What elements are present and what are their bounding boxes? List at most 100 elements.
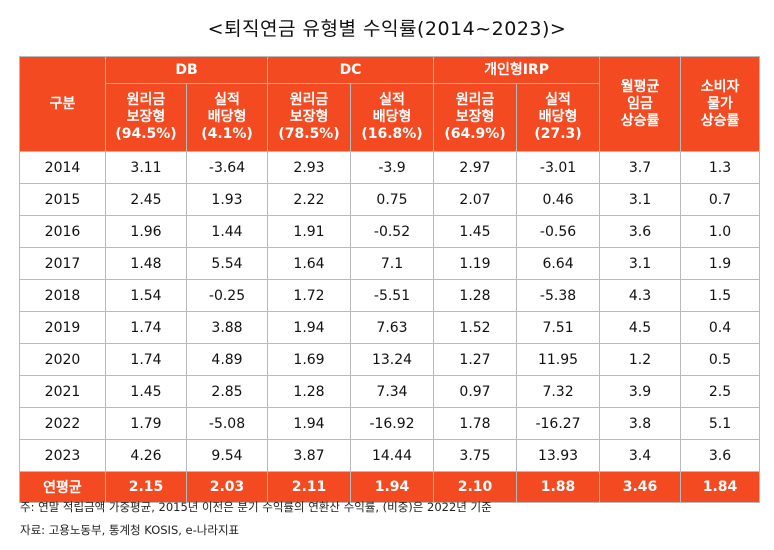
cell-cpi-growth: 0.5 [680,343,761,376]
cell-dc-performance: -3.9 [350,151,435,184]
header-irp-guaranteed: 원리금 보장형 (64.9%) [433,83,518,152]
cell-cpi-growth: 1.0 [680,215,761,248]
cell-irp-performance: 0.46 [516,183,601,216]
cell-irp-performance: -3.01 [516,151,601,184]
avg-cell-db-performance: 2.03 [185,471,269,503]
cell-year: 2015 [19,183,106,216]
page-title: <퇴직연금 유형별 수익률(2014~2023)> [207,18,567,40]
cell-db-performance: 1.44 [185,215,269,248]
cell-wage-growth: 3.9 [599,375,682,408]
cell-db-guaranteed: 1.96 [105,215,187,248]
cell-year: 2019 [19,311,106,344]
cell-irp-performance: 11.95 [516,343,601,376]
cell-irp-guaranteed: 0.97 [433,375,518,408]
table-row: 2018 1.54 -0.25 1.72 -5.51 1.28 -5.38 4.3 1.5 [19,279,761,312]
cell-cpi-growth: 1.5 [680,279,761,312]
cell-db-guaranteed: 1.74 [105,311,187,344]
cell-db-guaranteed: 3.11 [105,151,187,184]
cell-irp-performance: -0.56 [516,215,601,248]
cell-year: 2017 [19,247,106,280]
cell-cpi-growth: 0.7 [680,183,761,216]
cell-dc-guaranteed: 1.69 [267,343,352,376]
cell-dc-performance: -0.52 [350,215,435,248]
cell-db-performance: 9.54 [185,439,269,472]
header-db-guaranteed: 원리금 보장형 (94.5%) [105,83,187,152]
cell-dc-guaranteed: 2.93 [267,151,352,184]
returns-table: 구분 DB DC 개인형IRP 월평균 임금 상승률 소비자 물가 상승률 원리… [19,56,761,503]
table-row: 2022 1.79 -5.08 1.94 -16.92 1.78 -16.27 3.8 5.1 [19,407,761,440]
header-dc-performance: 실적 배당형 (16.8%) [350,83,435,152]
table-row: 2019 1.74 3.88 1.94 7.63 1.52 7.51 4.5 0.4 [19,311,761,344]
header-cpi-growth: 소비자 물가 상승률 [680,56,761,152]
cell-dc-performance: 13.24 [350,343,435,376]
source-note: 자료: 고용노동부, 통계청 KOSIS, e-나라지표 [20,523,240,537]
cell-irp-guaranteed: 1.52 [433,311,518,344]
cell-irp-guaranteed: 2.97 [433,151,518,184]
footnote: 주: 연말 적립금액 가중평균, 2015년 이전은 분기 수익률의 연환산 수… [20,500,492,514]
cell-db-guaranteed: 1.74 [105,343,187,376]
cell-year: 2014 [19,151,106,184]
average-row: 연평균 2.15 2.03 2.11 1.94 2.10 1.88 3.46 1.84 [19,471,761,503]
cell-wage-growth: 3.6 [599,215,682,248]
avg-cell-irp-guaranteed: 2.10 [433,471,518,503]
table-row: 2021 1.45 2.85 1.28 7.34 0.97 7.32 3.9 2.5 [19,375,761,408]
cell-year: 2020 [19,343,106,376]
cell-irp-performance: 7.51 [516,311,601,344]
cell-db-guaranteed: 4.26 [105,439,187,472]
cell-wage-growth: 3.7 [599,151,682,184]
cell-dc-guaranteed: 2.22 [267,183,352,216]
cell-dc-performance: -5.51 [350,279,435,312]
cell-irp-performance: -5.38 [516,279,601,312]
cell-dc-performance: 14.44 [350,439,435,472]
cell-irp-guaranteed: 1.19 [433,247,518,280]
cell-dc-guaranteed: 1.94 [267,407,352,440]
cell-irp-performance: 7.32 [516,375,601,408]
table-row: 2017 1.48 5.54 1.64 7.1 1.19 6.64 3.1 1.9 [19,247,761,280]
header-group-irp: 개인형IRP [433,56,601,84]
cell-db-performance: 4.89 [185,343,269,376]
cell-dc-performance: -16.92 [350,407,435,440]
header-group-dc: DC [267,56,435,84]
cell-db-performance: 1.93 [185,183,269,216]
avg-cell-year: 연평균 [19,471,106,503]
cell-irp-guaranteed: 1.78 [433,407,518,440]
cell-db-performance: -5.08 [185,407,269,440]
avg-cell-cpi-growth: 1.84 [680,471,761,503]
table-row: 2023 4.26 9.54 3.87 14.44 3.75 13.93 3.4 3.6 [19,439,761,472]
avg-cell-wage-growth: 3.46 [599,471,682,503]
cell-wage-growth: 3.1 [599,247,682,280]
cell-wage-growth: 3.1 [599,183,682,216]
cell-irp-performance: 6.64 [516,247,601,280]
cell-cpi-growth: 1.9 [680,247,761,280]
cell-db-guaranteed: 1.48 [105,247,187,280]
cell-dc-guaranteed: 1.64 [267,247,352,280]
table-row: 2015 2.45 1.93 2.22 0.75 2.07 0.46 3.1 0.7 [19,183,761,216]
table-row: 2020 1.74 4.89 1.69 13.24 1.27 11.95 1.2 0.5 [19,343,761,376]
cell-db-guaranteed: 1.54 [105,279,187,312]
cell-dc-guaranteed: 1.91 [267,215,352,248]
cell-db-guaranteed: 1.79 [105,407,187,440]
cell-wage-growth: 3.4 [599,439,682,472]
cell-dc-guaranteed: 3.87 [267,439,352,472]
cell-irp-guaranteed: 1.28 [433,279,518,312]
cell-year: 2016 [19,215,106,248]
cell-year: 2022 [19,407,106,440]
cell-db-performance: 2.85 [185,375,269,408]
cell-db-performance: 5.54 [185,247,269,280]
cell-dc-performance: 7.1 [350,247,435,280]
cell-irp-guaranteed: 1.45 [433,215,518,248]
header-dc-guaranteed: 원리금 보장형 (78.5%) [267,83,352,152]
cell-dc-guaranteed: 1.94 [267,311,352,344]
cell-db-performance: -0.25 [185,279,269,312]
cell-wage-growth: 1.2 [599,343,682,376]
cell-cpi-growth: 5.1 [680,407,761,440]
cell-wage-growth: 3.8 [599,407,682,440]
cell-dc-guaranteed: 1.28 [267,375,352,408]
table-body: 2014 3.11 -3.64 2.93 -3.9 2.97 -3.01 3.7 1.3 2015… [19,151,761,503]
avg-cell-dc-guaranteed: 2.11 [267,471,352,503]
header-group-db: DB [104,56,269,84]
table-row: 2016 1.96 1.44 1.91 -0.52 1.45 -0.56 3.6 1.0 [19,215,761,248]
cell-dc-performance: 0.75 [350,183,435,216]
cell-dc-performance: 7.63 [350,311,435,344]
cell-irp-guaranteed: 2.07 [433,183,518,216]
